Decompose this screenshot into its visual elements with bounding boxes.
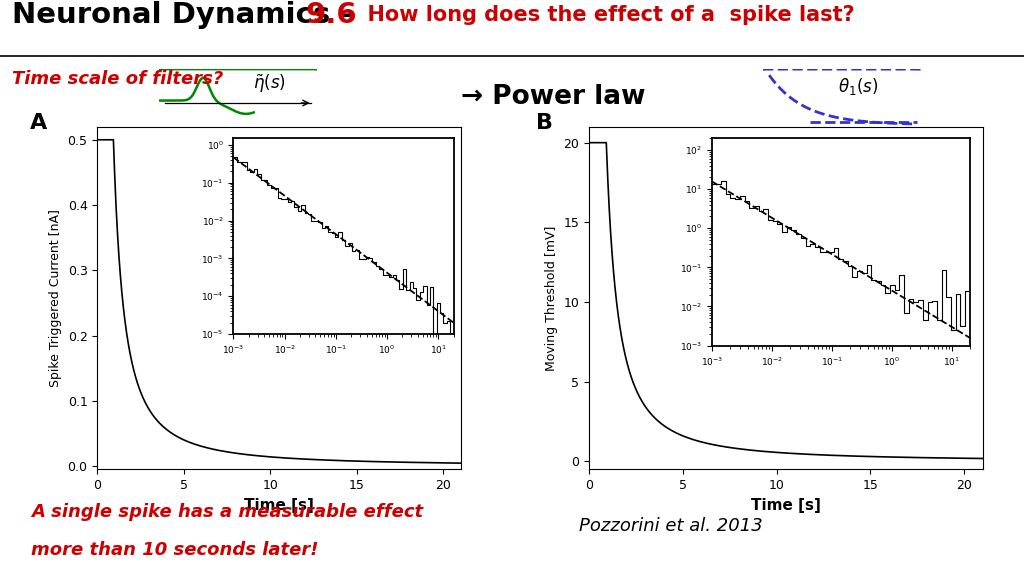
Text: $\theta_1(s)$: $\theta_1(s)$ [838,75,879,97]
X-axis label: Time [s]: Time [s] [244,498,314,513]
FancyBboxPatch shape [758,69,927,130]
Y-axis label: Moving Threshold [mV]: Moving Threshold [mV] [545,225,558,371]
X-axis label: Time [s]: Time [s] [751,498,821,513]
Text: How long does the effect of a  spike last?: How long does the effect of a spike last… [353,5,855,25]
Text: 9.6: 9.6 [305,1,356,29]
Text: Neuronal Dynamics –: Neuronal Dynamics – [12,1,366,29]
Text: $\tilde{\eta}(s)$: $\tilde{\eta}(s)$ [254,73,286,95]
Text: B: B [536,113,553,133]
FancyBboxPatch shape [154,69,323,130]
Text: A: A [30,113,47,133]
Y-axis label: Spike Triggered Current [nA]: Spike Triggered Current [nA] [49,209,62,387]
Text: → Power law: → Power law [461,84,645,109]
Text: Time scale of filters?: Time scale of filters? [12,70,223,88]
Text: Pozzorini et al. 2013: Pozzorini et al. 2013 [579,517,762,535]
Text: more than 10 seconds later!: more than 10 seconds later! [31,541,318,559]
Text: A single spike has a measurable effect: A single spike has a measurable effect [31,503,423,521]
